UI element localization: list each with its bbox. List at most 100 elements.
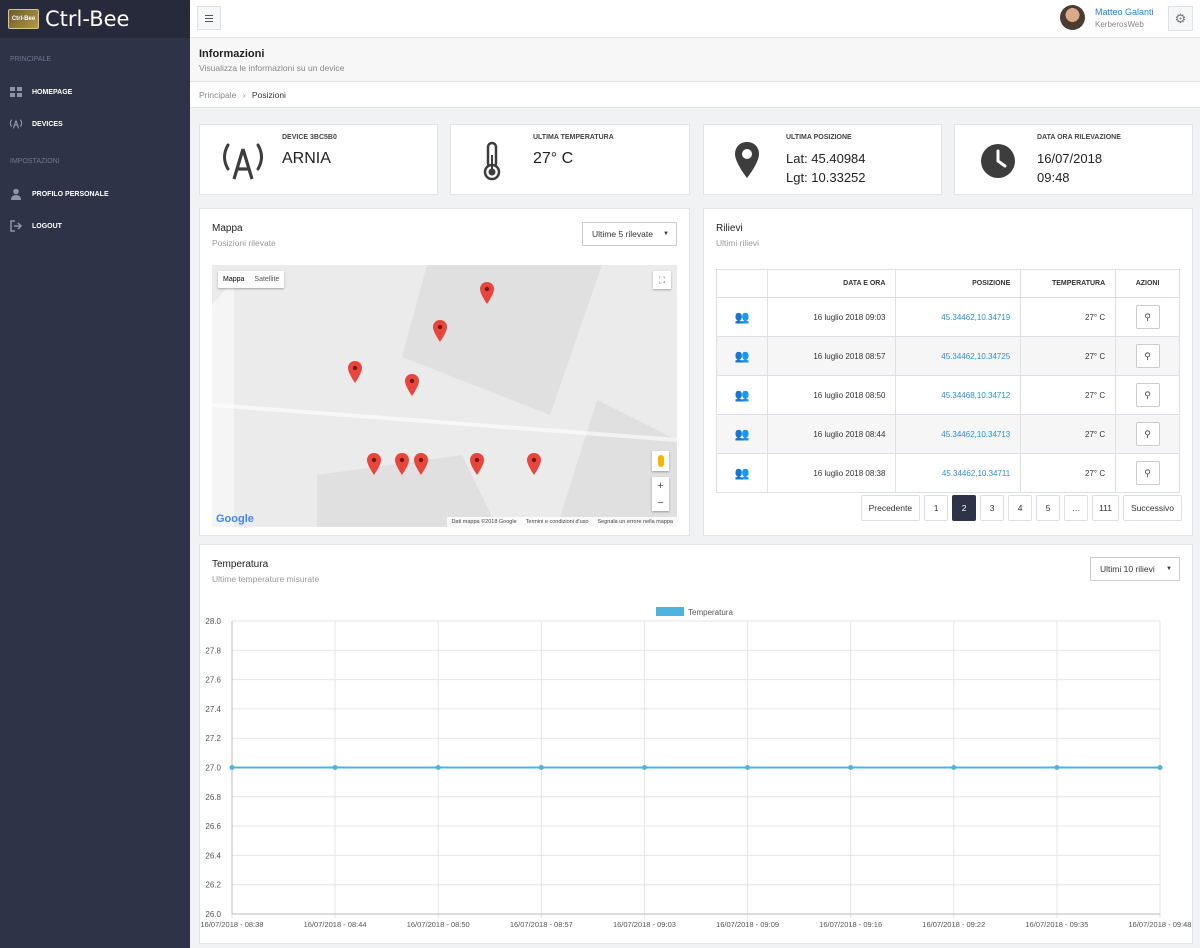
y-tick-label: 28.0 bbox=[205, 617, 221, 626]
stat-card-datetime: DATA ORA RILEVAZIONE 16/07/2018 09:48 bbox=[954, 124, 1193, 195]
x-tick-label: 16/07/2018 - 08:57 bbox=[510, 920, 573, 929]
y-tick-label: 27.2 bbox=[205, 734, 221, 743]
antenna-icon bbox=[220, 141, 264, 181]
select-value: Ultimi 10 rilievi bbox=[1100, 564, 1155, 574]
positions-select[interactable]: Ultime 5 rilevate ▼ bbox=[582, 222, 677, 246]
map-marker-icon[interactable] bbox=[480, 282, 494, 304]
zoom-out-button[interactable]: − bbox=[657, 496, 664, 509]
column-header-position: POSIZIONE bbox=[895, 269, 1022, 298]
sidebar-item-label: DEVICES bbox=[32, 120, 63, 128]
show-on-map-button[interactable]: ⚲ bbox=[1135, 344, 1160, 368]
temperature-chart: Temperatura 28.0 27.8 27.6 27.4 27.2 27.0 26.8 2… bbox=[201, 607, 1191, 929]
column-header-icon bbox=[716, 269, 768, 298]
data-point bbox=[745, 765, 751, 770]
position-link[interactable]: 45.34462,10.34713 bbox=[941, 429, 1011, 439]
y-tick-label: 26.4 bbox=[205, 851, 221, 860]
map-marker-icon[interactable] bbox=[405, 374, 419, 396]
pager-item-2[interactable]: 2 bbox=[952, 495, 977, 521]
column-header-temperature: TEMPERATURA bbox=[1020, 269, 1117, 298]
panel-title: Temperatura bbox=[212, 559, 269, 570]
rilievi-count-select[interactable]: Ultimi 10 rilievi ▼ bbox=[1090, 557, 1180, 581]
data-point bbox=[435, 765, 441, 770]
map-marker-icon[interactable] bbox=[527, 453, 541, 475]
settings-button[interactable]: ⚙ bbox=[1168, 6, 1193, 31]
y-tick-label: 26.0 bbox=[205, 910, 221, 919]
temperature-cell: 27° C bbox=[1020, 414, 1117, 454]
pager-item-3[interactable]: 3 bbox=[980, 495, 1005, 521]
tab-mappa[interactable]: Mappa bbox=[223, 276, 245, 283]
pager-item-4[interactable]: 4 bbox=[1008, 495, 1033, 521]
data-point bbox=[1054, 765, 1060, 770]
position-cell: 45.34462,10.34719 bbox=[895, 297, 1022, 337]
show-on-map-button[interactable]: ⚲ bbox=[1135, 383, 1160, 407]
temperature-cell: 27° C bbox=[1020, 375, 1117, 415]
temperature-cell: 27° C bbox=[1020, 297, 1117, 337]
map-report-link[interactable]: Segnala un errore nella mappa bbox=[597, 519, 673, 525]
position-link[interactable]: 45.34462,10.34711 bbox=[941, 468, 1011, 478]
tab-satellite[interactable]: Satellite bbox=[254, 276, 280, 283]
fullscreen-icon: ⛶ bbox=[658, 274, 666, 285]
temperature-panel: Temperatura Ultime temperature misurate … bbox=[199, 544, 1193, 944]
select-value: Ultime 5 rilevate bbox=[592, 229, 653, 239]
sidebar-item-label: LOGOUT bbox=[32, 222, 62, 230]
pager-item-8[interactable]: Successivo bbox=[1123, 495, 1182, 521]
sidebar-item-devices[interactable]: DEVICES bbox=[0, 108, 190, 140]
pager-item-0[interactable]: Precedente bbox=[860, 495, 921, 521]
x-tick-label: 16/07/2018 - 08:50 bbox=[407, 920, 470, 929]
time-value: 09:48 bbox=[1037, 170, 1070, 185]
map-marker-icon[interactable] bbox=[395, 453, 409, 475]
map-marker-icon[interactable] bbox=[470, 453, 484, 475]
map-marker-icon[interactable] bbox=[433, 320, 447, 342]
avatar[interactable] bbox=[1060, 5, 1085, 30]
map-marker-icon[interactable] bbox=[367, 453, 381, 475]
map-footer: Dati mappa ©2018 Google Termini e condiz… bbox=[447, 517, 677, 527]
date-value: 16/07/2018 bbox=[1037, 151, 1103, 166]
pager-item-1[interactable]: 1 bbox=[924, 495, 949, 521]
pager-item-6[interactable]: … bbox=[1064, 495, 1089, 521]
column-header-date: DATA E ORA bbox=[766, 269, 897, 298]
bee-icon: 👥 bbox=[734, 466, 750, 480]
map-marker-icon: ⚲ bbox=[1144, 350, 1151, 361]
show-on-map-button[interactable]: ⚲ bbox=[1135, 461, 1160, 485]
sidebar-item-homepage[interactable]: HOMEPAGE bbox=[0, 76, 190, 108]
pager-item-7[interactable]: 111 bbox=[1092, 495, 1119, 521]
fullscreen-button[interactable]: ⛶ bbox=[653, 271, 671, 289]
thermometer-icon bbox=[481, 141, 525, 181]
map[interactable]: Mappa Satellite ⛶ + − Google Dati mappa … bbox=[212, 265, 677, 527]
map-terms-link[interactable]: Termini e condizioni d'uso bbox=[525, 519, 589, 525]
menu-toggle-button[interactable] bbox=[197, 6, 221, 30]
position-link[interactable]: 45.34462,10.34725 bbox=[941, 351, 1011, 361]
position-cell: 45.34462,10.34713 bbox=[895, 414, 1022, 454]
stat-card-position: ULTIMA POSIZIONE Lat: 45.40984 Lgt: 10.3… bbox=[703, 124, 942, 195]
user-name[interactable]: Matteo Galanti bbox=[1095, 6, 1154, 17]
sidebar-item-profilo[interactable]: PROFILO PERSONALE bbox=[0, 178, 190, 210]
caret-down-icon: ▼ bbox=[1166, 566, 1172, 572]
pegman-icon bbox=[657, 455, 664, 467]
app-title[interactable]: Ctrl-Bee bbox=[45, 7, 130, 31]
show-on-map-button[interactable]: ⚲ bbox=[1135, 422, 1160, 446]
user-menu[interactable]: Matteo Galanti KerberosWeb bbox=[1060, 5, 1154, 30]
y-tick-label: 26.6 bbox=[205, 822, 221, 831]
zoom-in-button[interactable]: + bbox=[657, 479, 664, 492]
map-data-credit: Dati mappa ©2018 Google bbox=[451, 519, 517, 525]
breadcrumb-home[interactable]: Principale bbox=[199, 90, 237, 100]
page-subtitle: Visualizza le informazioni su un device bbox=[199, 63, 345, 73]
pager-item-5[interactable]: 5 bbox=[1036, 495, 1061, 521]
map-marker-icon[interactable] bbox=[348, 361, 362, 383]
actions-cell: ⚲ bbox=[1115, 297, 1180, 337]
street-view-button[interactable] bbox=[652, 451, 669, 471]
stat-value: ARNIA bbox=[282, 150, 331, 167]
map-marker-icon[interactable] bbox=[414, 453, 428, 475]
stat-value: Lat: 45.40984 Lgt: 10.33252 bbox=[786, 149, 866, 187]
sidebar-item-logout[interactable]: LOGOUT bbox=[0, 210, 190, 242]
dashboard-icon bbox=[9, 86, 23, 98]
latitude-value: Lat: 45.40984 bbox=[786, 151, 866, 166]
show-on-map-button[interactable]: ⚲ bbox=[1135, 305, 1160, 329]
nav-section-impostazioni: IMPOSTAZIONI bbox=[10, 158, 60, 165]
app-logo[interactable]: Ctrl-Bee bbox=[8, 9, 39, 29]
position-link[interactable]: 45.34462,10.34719 bbox=[941, 312, 1011, 322]
actions-cell: ⚲ bbox=[1115, 414, 1180, 454]
stat-card-temperature: ULTIMA TEMPERATURA 27° C bbox=[450, 124, 690, 195]
date-cell: 16 luglio 2018 09:03 bbox=[766, 297, 897, 337]
position-link[interactable]: 45.34468,10.34712 bbox=[941, 390, 1011, 400]
